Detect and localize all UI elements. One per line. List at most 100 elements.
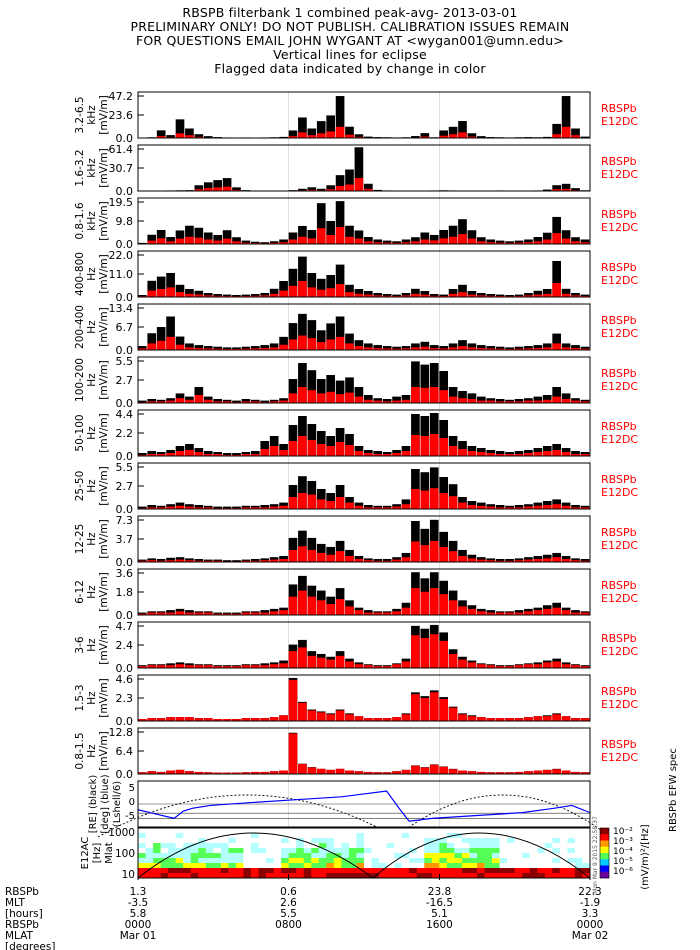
avg-bar-7-36 — [477, 505, 486, 509]
ylabel-1-2: [mV/m] — [98, 148, 110, 187]
legend-channel-8: E12DC — [601, 539, 638, 552]
avg-bar-7-41 — [524, 506, 533, 509]
peak-bar-3-18 — [307, 273, 317, 297]
ylabel-14-1: [Hz] — [92, 843, 103, 864]
avg-bar-5-39 — [505, 401, 514, 403]
avg-bar-10-30 — [420, 638, 430, 668]
avg-bar-4-26 — [382, 348, 392, 350]
avg-bar-6-14 — [269, 446, 279, 456]
spec-cell-0-15 — [251, 828, 259, 834]
peak-bar-6-7 — [203, 451, 213, 456]
avg-bar-9-9 — [222, 613, 232, 615]
avg-bar-6-39 — [505, 454, 514, 456]
avg-bar-11-30 — [420, 698, 430, 721]
spec-cell-2-1 — [145, 838, 154, 844]
peak-bar-3-5 — [185, 289, 194, 297]
spec-cell-2-5 — [175, 838, 184, 844]
peak-bar-4-14 — [269, 343, 279, 350]
spec-cell-2-27 — [341, 838, 350, 844]
avg-bar-5-24 — [364, 399, 373, 403]
peak-bar-3-28 — [401, 293, 411, 297]
spec-cell-3-12 — [228, 843, 237, 849]
peak-bar-2-14 — [269, 241, 279, 244]
peak-bar-3-13 — [260, 293, 270, 297]
avg-bar-9-32 — [439, 594, 448, 615]
spec-cell-5-45 — [477, 853, 485, 859]
avg-bar-5-9 — [222, 401, 232, 403]
avg-bar-9-33 — [448, 600, 458, 615]
legend-channel-10: E12DC — [601, 645, 638, 658]
peak-bar-4-5 — [185, 343, 194, 350]
avg-bar-7-16 — [288, 497, 298, 509]
spec-cell-3-42 — [454, 843, 463, 849]
colorbar-segment-1 — [600, 834, 609, 841]
peak-bar-7-19 — [316, 489, 326, 509]
spec-cell-2-0 — [138, 838, 146, 844]
avg-bar-3-16 — [288, 285, 298, 297]
spec-cell-0-5 — [175, 828, 184, 834]
spec-cell-6-6 — [183, 858, 192, 864]
peak-bar-5-27 — [392, 396, 401, 403]
peak-bar-2-18 — [307, 230, 317, 244]
avg-bar-1-6 — [194, 189, 204, 191]
spec-cell-2-49 — [507, 838, 515, 844]
avg-bar-7-35 — [467, 505, 477, 509]
mlat-curve — [137, 790, 591, 822]
avg-bar-6-35 — [467, 451, 477, 456]
peak-bar-8-20 — [326, 546, 335, 562]
avg-bar-12-15 — [279, 770, 288, 774]
avg-bar-4-23 — [354, 346, 364, 350]
avg-bar-3-45 — [561, 293, 571, 297]
spec-cell-7-14 — [243, 863, 252, 869]
spec-cell-2-25 — [326, 838, 335, 844]
spec-cell-8-9 — [205, 868, 214, 874]
avg-bar-11-23 — [354, 716, 364, 721]
avg-bar-10-13 — [260, 665, 270, 668]
ylabel-5-0: 100-200 — [74, 358, 86, 402]
avg-bar-3-33 — [448, 293, 458, 297]
spec-cell-3-30 — [364, 843, 372, 849]
avg-bar-5-15 — [279, 400, 288, 403]
avg-bar-9-7 — [203, 612, 213, 615]
spec-cell-4-15 — [251, 848, 259, 854]
avg-bar-12-18 — [307, 767, 317, 774]
spec-cell-2-59 — [582, 838, 591, 844]
avg-bar-4-32 — [439, 348, 448, 350]
spec-cell-3-15 — [251, 843, 259, 849]
avg-bar-12-29 — [411, 765, 420, 774]
spec-cell-1-1 — [145, 833, 154, 839]
ephem-row-label-5: [degrees] — [5, 941, 55, 950]
spec-cell-0-10 — [213, 828, 222, 834]
ylabel-10-0: 3-6 — [74, 636, 86, 653]
spec-cell-2-15 — [251, 838, 259, 844]
spec-cell-0-28 — [348, 828, 357, 834]
xtick-label-1-0: 0.6 — [280, 886, 297, 898]
avg-bar-4-2 — [156, 340, 166, 350]
colorbar-segment-6 — [600, 865, 609, 873]
spec-cell-6-30 — [364, 858, 372, 864]
peak-bar-0-19 — [316, 121, 326, 138]
avg-bar-4-7 — [203, 348, 213, 350]
spec-cell-3-56 — [559, 843, 568, 849]
peak-bar-2-37 — [486, 239, 496, 244]
spec-cell-5-18 — [273, 853, 282, 859]
spec-cell-3-40 — [439, 843, 448, 849]
spec-cell-4-9 — [205, 848, 214, 854]
spec-cell-9-15 — [251, 873, 259, 879]
avg-bar-2-44 — [552, 233, 561, 244]
avg-bar-10-41 — [524, 664, 533, 668]
xtick-label-2-0: 23.8 — [428, 886, 451, 898]
spec-cell-7-30 — [364, 863, 372, 869]
spec-cell-1-26 — [333, 833, 342, 839]
xtick-label-0-2: 5.8 — [130, 908, 147, 920]
avg-bar-4-18 — [307, 338, 317, 350]
ylabel-0-1: kHz — [86, 105, 98, 125]
spec-cell-5-19 — [281, 853, 289, 859]
ylabel-11-0: 1.5-3 — [74, 684, 86, 711]
avg-bar-12-21 — [335, 768, 345, 774]
avg-bar-4-37 — [486, 348, 496, 350]
spec-cell-3-13 — [235, 843, 244, 849]
avg-bar-3-30 — [420, 294, 430, 297]
spec-cell-5-37 — [416, 853, 425, 859]
spec-cell-7-55 — [552, 863, 561, 869]
